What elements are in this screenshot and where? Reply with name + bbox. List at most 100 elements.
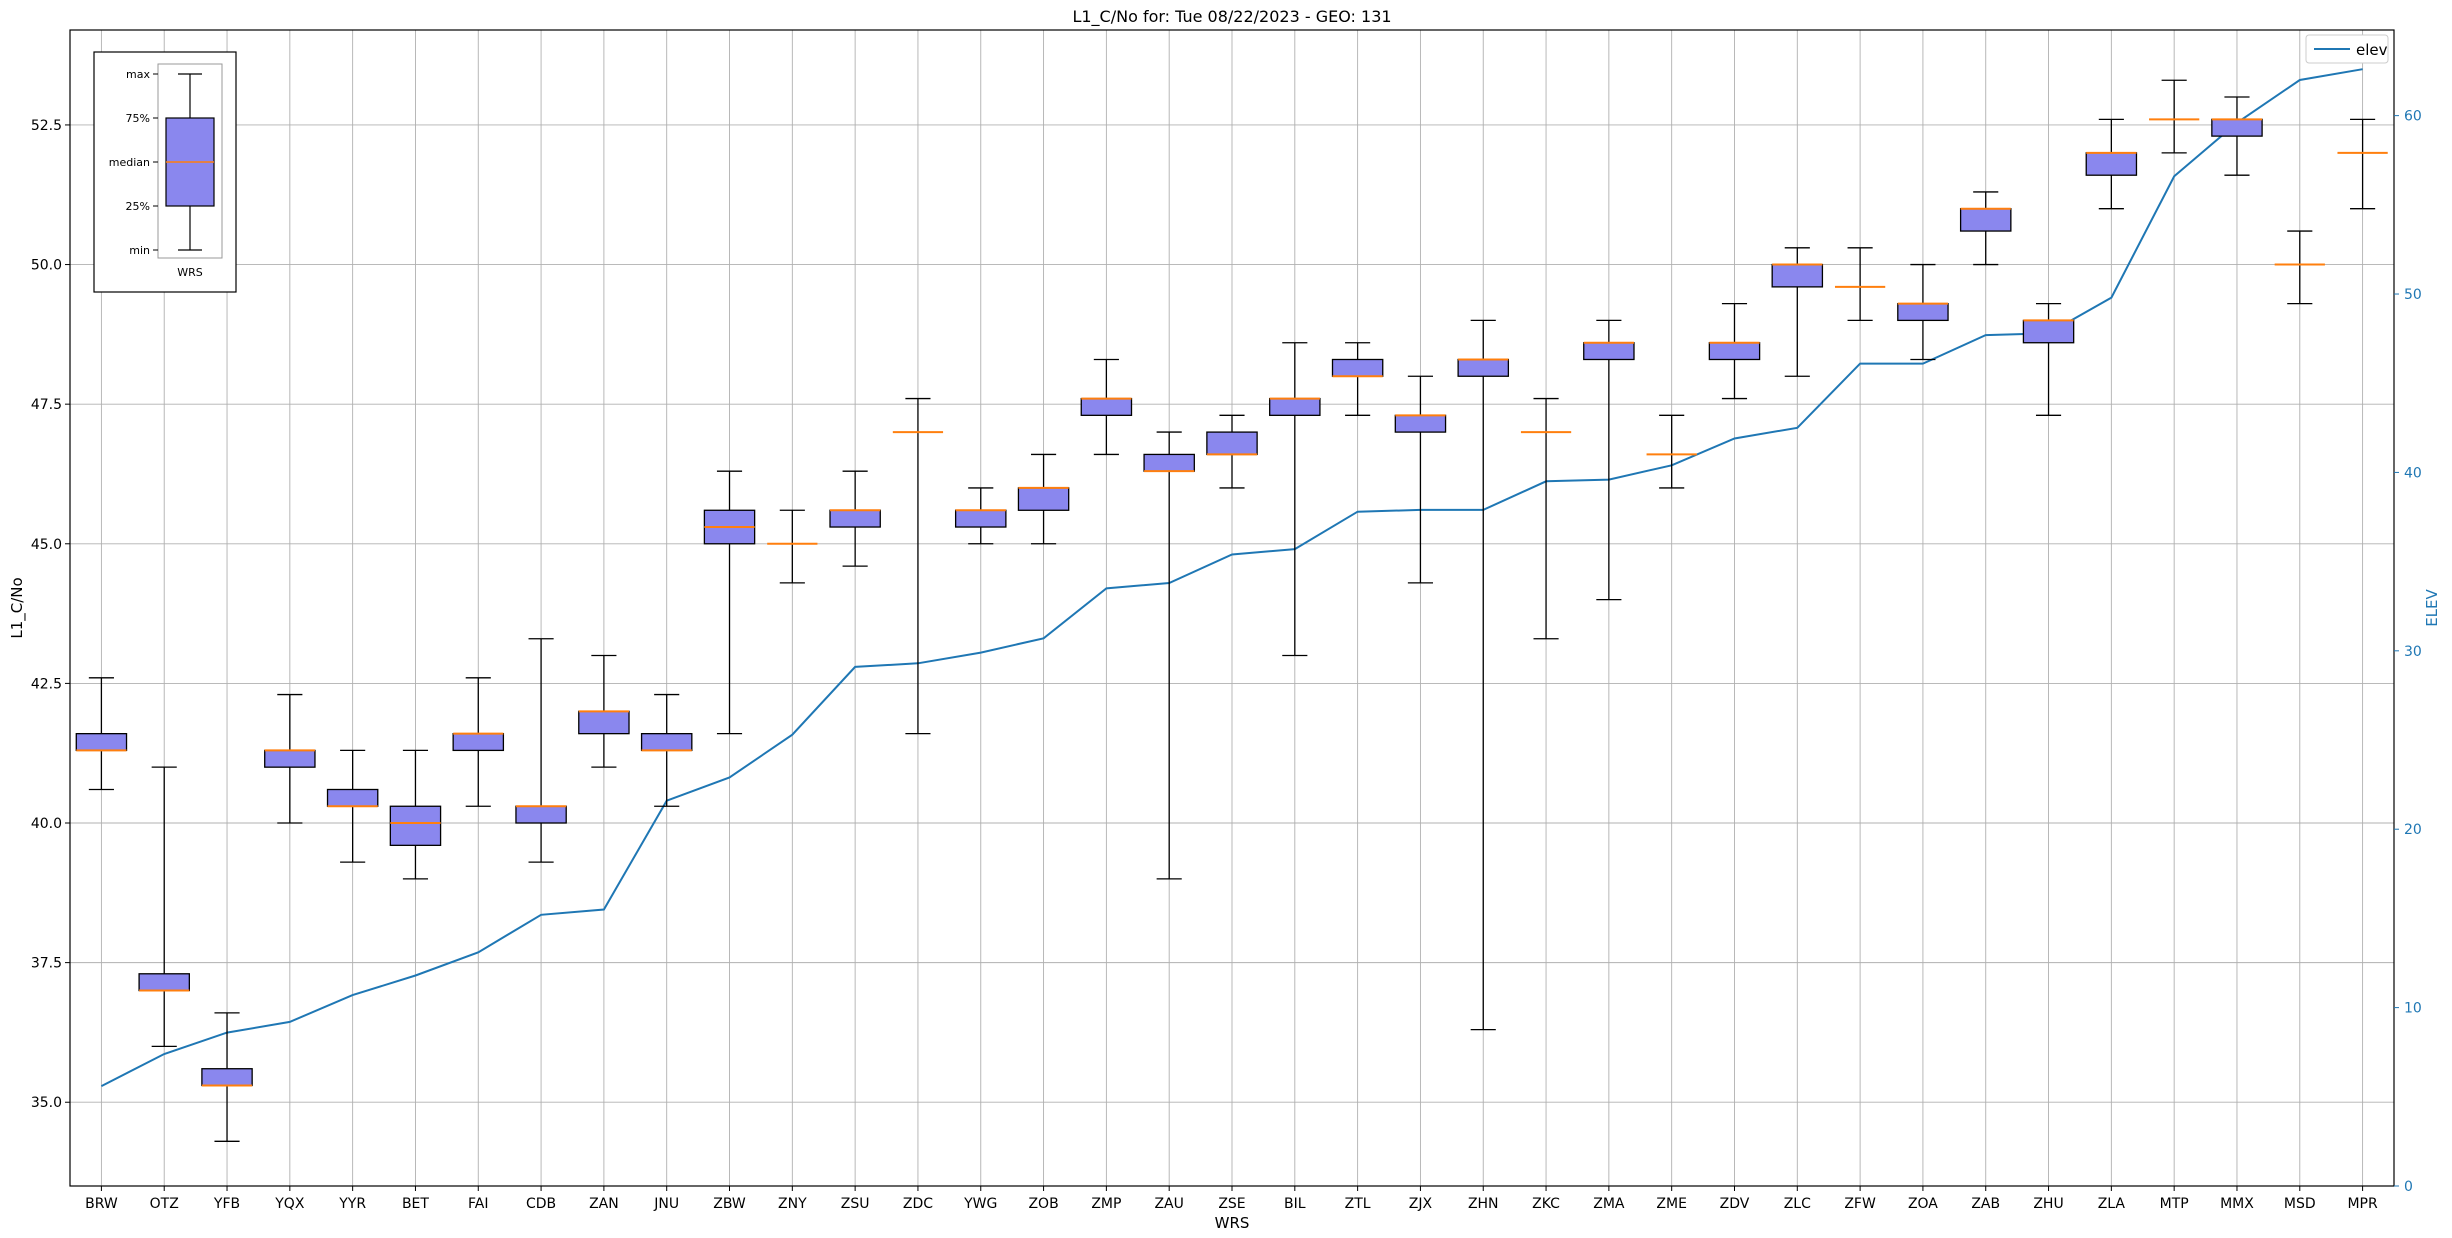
- y-tick-label: 35.0: [31, 1095, 62, 1111]
- x-tick-label: YFB: [213, 1196, 240, 1212]
- box-zab: [1959, 191, 2012, 266]
- box-zdv: [1708, 302, 1761, 400]
- box-body: [954, 509, 1007, 528]
- box-zse: [1206, 414, 1258, 489]
- x-tick-label: BIL: [1284, 1196, 1306, 1212]
- x-tick-label: ZAB: [1971, 1196, 2000, 1212]
- box-zjx: [1394, 375, 1447, 584]
- x-tick-label: ZOB: [1028, 1196, 1058, 1212]
- inset-label-q1: 25%: [126, 200, 150, 213]
- box-body: [829, 509, 881, 528]
- right-y-tick-label: 0: [2404, 1179, 2413, 1195]
- x-tick-label: ZMA: [1593, 1196, 1625, 1212]
- inset-label-max: max: [126, 68, 150, 81]
- x-axis-label: WRS: [1215, 1214, 1250, 1232]
- box-zfw: [1834, 247, 1886, 322]
- x-tick-label: ZDV: [1720, 1196, 1750, 1212]
- inset-label-q3: 75%: [126, 112, 150, 125]
- y-tick-label: 52.5: [31, 118, 62, 134]
- x-tick-label: MSD: [2284, 1196, 2316, 1212]
- box-zan: [578, 654, 630, 768]
- x-tick-label: MTP: [2160, 1196, 2189, 1212]
- box-body: [1457, 358, 1510, 377]
- x-tick-label: ZSU: [841, 1196, 870, 1212]
- box-body: [515, 805, 567, 824]
- box-zsu: [829, 470, 881, 567]
- box-mmx: [2211, 96, 2263, 176]
- box-zma: [1583, 319, 1635, 601]
- box-ztl: [1331, 342, 1384, 416]
- box-body: [2022, 319, 2075, 344]
- x-tick-label: YWG: [963, 1196, 997, 1212]
- box-body: [1897, 302, 1949, 322]
- x-tick-label: ZAN: [589, 1196, 619, 1212]
- right-y-axis-label: ELEV: [2423, 588, 2441, 626]
- x-tick-label: OTZ: [150, 1196, 179, 1212]
- x-tick-label: MMX: [2220, 1196, 2254, 1212]
- x-tick-label: JNU: [653, 1196, 679, 1212]
- box-body: [2085, 152, 2138, 176]
- box-msd: [2274, 230, 2325, 305]
- y-tick-label: 45.0: [31, 537, 62, 553]
- x-tick-label: ZHN: [1468, 1196, 1499, 1212]
- box-zhu: [2022, 302, 2075, 416]
- box-body: [1394, 414, 1447, 433]
- elev-line: [100, 68, 2363, 1087]
- box-yfb: [201, 1012, 253, 1142]
- box-zme: [1646, 414, 1697, 489]
- box-zhn: [1457, 319, 1510, 1031]
- box-zbw: [703, 470, 756, 735]
- box-body: [1206, 431, 1258, 456]
- x-tick-label: ZFW: [1844, 1196, 1876, 1212]
- right-y-axis: 0 10 20 30 40 50 60: [2394, 109, 2422, 1195]
- box-mpr: [2337, 118, 2388, 210]
- x-tick-label: ZNY: [778, 1196, 807, 1212]
- box-yqx: [264, 693, 316, 824]
- y-tick-label: 50.0: [31, 258, 62, 274]
- x-tick-label: ZDC: [903, 1196, 933, 1212]
- x-tick-label: ZSE: [1218, 1196, 1245, 1212]
- box-body: [1959, 208, 2012, 232]
- box-body: [389, 805, 442, 846]
- inset-label-min: min: [129, 244, 150, 257]
- box-jnu: [640, 693, 693, 807]
- x-tick-label: ZBW: [713, 1196, 746, 1212]
- x-tick-label: MPR: [2347, 1196, 2378, 1212]
- y-tick-label: 40.0: [31, 816, 62, 832]
- x-tick-label: ZTL: [1345, 1196, 1371, 1212]
- y-tick-label: 42.5: [31, 676, 62, 692]
- box-zmp: [1080, 358, 1133, 456]
- box-body: [1269, 397, 1321, 416]
- x-tick-label: FAI: [468, 1196, 488, 1212]
- box-zdc: [892, 397, 944, 735]
- box-body: [201, 1068, 253, 1087]
- x-tick-label: CDB: [526, 1196, 556, 1212]
- y-axis-label: L1_C/No: [8, 577, 27, 638]
- inset-frame: [93, 51, 237, 293]
- box-brw: [75, 677, 128, 791]
- x-tick-label: ZJX: [1409, 1196, 1433, 1212]
- box-zoa: [1897, 263, 1949, 361]
- right-y-tick-label: 40: [2404, 465, 2422, 481]
- x-tick-label: BRW: [85, 1196, 118, 1212]
- boxplot-key-inset: max 75% median 25% min WRS: [93, 51, 237, 293]
- inset-x-label: WRS: [177, 266, 203, 279]
- x-axis: BRW OTZ YFB YQX YYR BET FAI CDB ZAN JNU ZBW ZNY ZSU Z…: [85, 1186, 2378, 1212]
- box-body: [1080, 397, 1133, 416]
- legend: elev: [2305, 34, 2389, 64]
- box-body: [1771, 263, 1824, 288]
- x-tick-label: ZOA: [1908, 1196, 1938, 1212]
- box-body: [1017, 487, 1070, 511]
- box-body: [1331, 358, 1384, 377]
- right-y-tick-label: 50: [2404, 287, 2422, 303]
- box-body: [2211, 118, 2263, 137]
- box-body: [1583, 342, 1635, 361]
- inset-plot-frame: [157, 63, 223, 259]
- chart-title: L1_C/No for: Tue 08/22/2023 - GEO: 131: [1072, 7, 1391, 27]
- box-body: [75, 733, 128, 752]
- x-tick-label: BET: [402, 1196, 429, 1212]
- box-cdb: [515, 638, 567, 863]
- x-tick-label: ZKC: [1532, 1196, 1560, 1212]
